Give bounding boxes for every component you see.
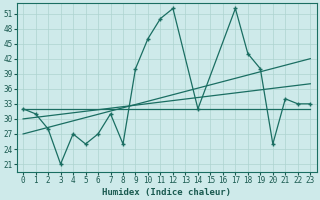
X-axis label: Humidex (Indice chaleur): Humidex (Indice chaleur) <box>102 188 231 197</box>
